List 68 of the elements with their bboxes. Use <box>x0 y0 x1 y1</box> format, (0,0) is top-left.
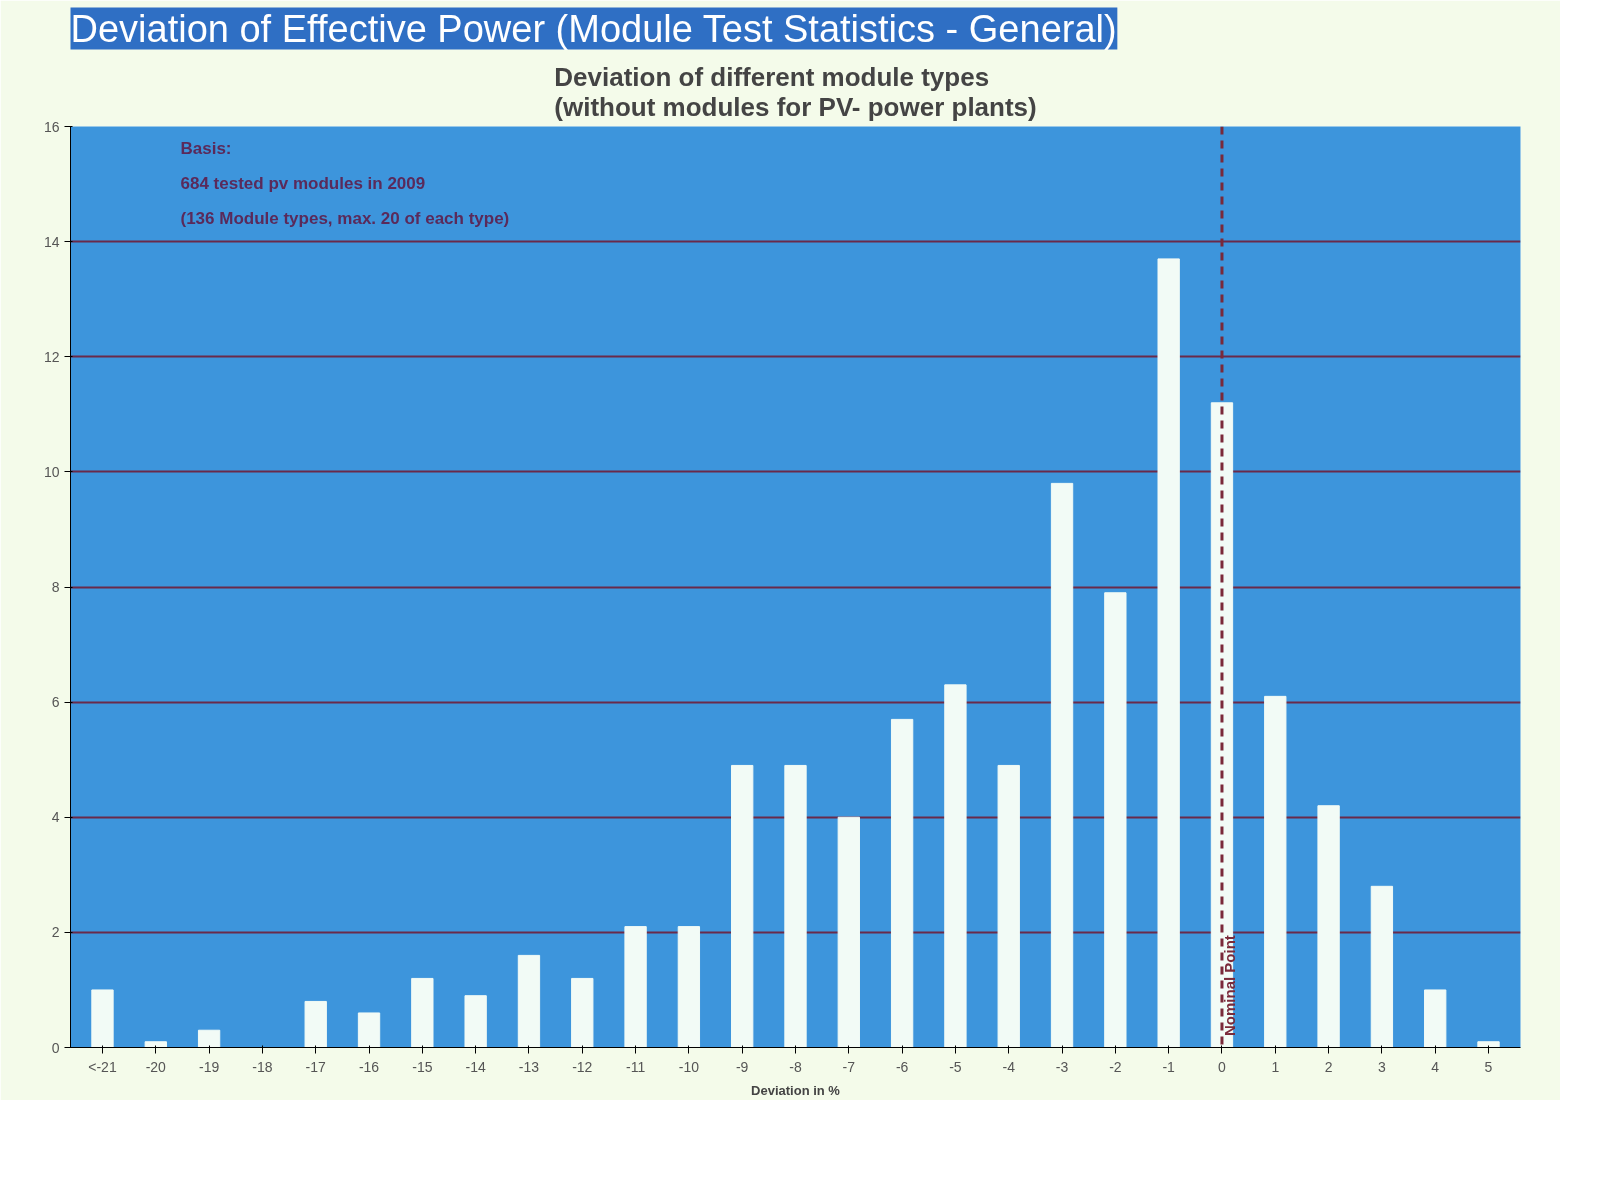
x-tick-label: -12 <box>572 1058 593 1075</box>
bar <box>464 995 487 1048</box>
y-tick-label: 10 <box>43 463 60 480</box>
bar <box>1317 805 1340 1048</box>
y-tick-label: 2 <box>51 924 60 941</box>
y-tick-label: 6 <box>51 694 60 711</box>
bar <box>784 764 807 1048</box>
x-tick-label: 5 <box>1484 1058 1493 1075</box>
bar <box>624 926 647 1048</box>
bar <box>731 764 754 1048</box>
y-tick-label: 12 <box>43 348 60 365</box>
bar <box>197 1029 221 1048</box>
x-tick-label: -3 <box>1055 1058 1069 1075</box>
bar <box>91 989 114 1048</box>
bar <box>677 926 701 1048</box>
bar <box>1104 592 1127 1048</box>
bar <box>1050 482 1074 1048</box>
x-tick-label: -13 <box>518 1058 540 1075</box>
y-tick-label: 16 <box>43 118 60 135</box>
bar <box>944 684 967 1048</box>
x-tick-label: -2 <box>1109 1058 1122 1075</box>
x-tick-label: -4 <box>1002 1058 1016 1075</box>
bar <box>411 977 434 1048</box>
y-tick-label: 8 <box>51 579 60 595</box>
x-tick-label: -6 <box>895 1058 909 1075</box>
bar <box>837 816 860 1048</box>
x-tick-label: -16 <box>358 1058 380 1075</box>
x-tick-label: 2 <box>1324 1058 1333 1075</box>
x-tick-label: 3 <box>1378 1058 1386 1075</box>
bar <box>1424 989 1447 1048</box>
x-tick-label: -14 <box>465 1058 486 1075</box>
x-tick-label: 1 <box>1271 1058 1280 1075</box>
y-tick-label: 4 <box>51 809 60 826</box>
x-tick-label: -19 <box>198 1058 220 1075</box>
bar <box>304 1000 327 1048</box>
x-tick-label: -7 <box>842 1058 856 1075</box>
annotation: Basis: <box>180 138 232 158</box>
x-tick-label: -8 <box>789 1058 802 1075</box>
bar <box>890 718 914 1048</box>
bar <box>1157 258 1180 1048</box>
bar <box>357 1012 381 1048</box>
x-tick-label: -18 <box>252 1058 273 1075</box>
y-tick-label: 14 <box>43 233 60 250</box>
x-tick-label: -5 <box>949 1058 962 1075</box>
bar <box>571 977 594 1048</box>
x-tick-label: -1 <box>1162 1058 1176 1075</box>
bar <box>1370 885 1394 1048</box>
x-tick-label: <-21 <box>88 1058 117 1075</box>
x-tick-label: -20 <box>145 1058 167 1075</box>
x-tick-label: 4 <box>1431 1058 1440 1075</box>
x-tick-label: -17 <box>305 1058 327 1075</box>
bar <box>1264 695 1287 1048</box>
bar <box>144 1041 167 1048</box>
annotation: (136 Module types, max. 20 of each type) <box>180 208 510 228</box>
x-tick-label: -9 <box>735 1058 749 1075</box>
y-tick-label: 0 <box>51 1039 60 1056</box>
bar <box>517 954 541 1048</box>
x-axis-title: Deviation in % <box>751 1082 841 1098</box>
ref-line-label: Nominal Point <box>1220 935 1238 1036</box>
annotation: 684 tested pv modules in 2009 <box>180 173 426 193</box>
chart-title: Deviation of Effective Power (Module Test Statistics - General) <box>70 7 1117 50</box>
x-tick-label: -10 <box>678 1058 700 1075</box>
x-tick-label: -15 <box>412 1058 433 1075</box>
x-tick-label: -11 <box>625 1058 646 1075</box>
x-tick-label: 0 <box>1218 1058 1227 1075</box>
bar <box>997 764 1020 1048</box>
bar <box>1477 1041 1500 1048</box>
chart-subtitle: Deviation of different module types (without modules for PV- power plants) <box>554 61 1037 122</box>
